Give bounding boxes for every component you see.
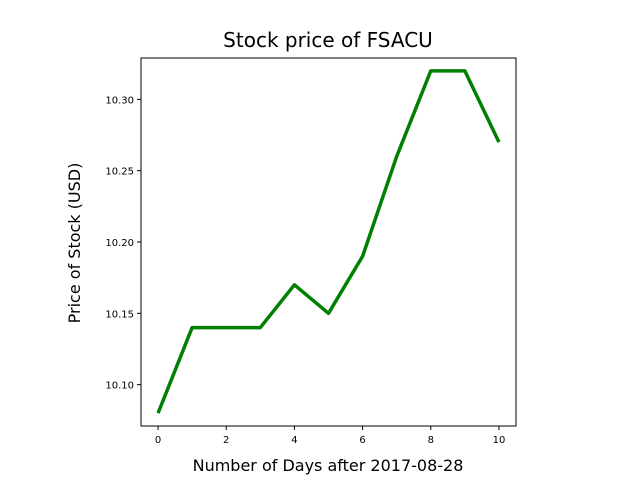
y-tick-label: 10.30 <box>105 95 134 106</box>
y-tick-label: 10.20 <box>105 238 134 249</box>
x-tick-label: 0 <box>155 435 161 446</box>
y-tick-label: 10.25 <box>105 167 134 178</box>
y-axis-label: Price of Stock (USD) <box>65 163 84 324</box>
x-tick-label: 10 <box>493 435 506 446</box>
y-tick-label: 10.10 <box>105 381 134 392</box>
plot-frame <box>140 57 517 427</box>
x-tick-label: 8 <box>428 435 434 446</box>
y-tick-label: 10.15 <box>105 309 134 320</box>
x-tick-label: 4 <box>291 435 297 446</box>
x-tick-label: 2 <box>223 435 229 446</box>
x-axis-label: Number of Days after 2017-08-28 <box>193 456 464 475</box>
chart-title: Stock price of FSACU <box>223 28 433 52</box>
series-line-0 <box>156 69 501 414</box>
plot-area: 0 2 4 6 8 10 10.10 10.15 10.20 10.25 10.30 <box>105 57 517 446</box>
x-tick-label: 6 <box>359 435 365 446</box>
